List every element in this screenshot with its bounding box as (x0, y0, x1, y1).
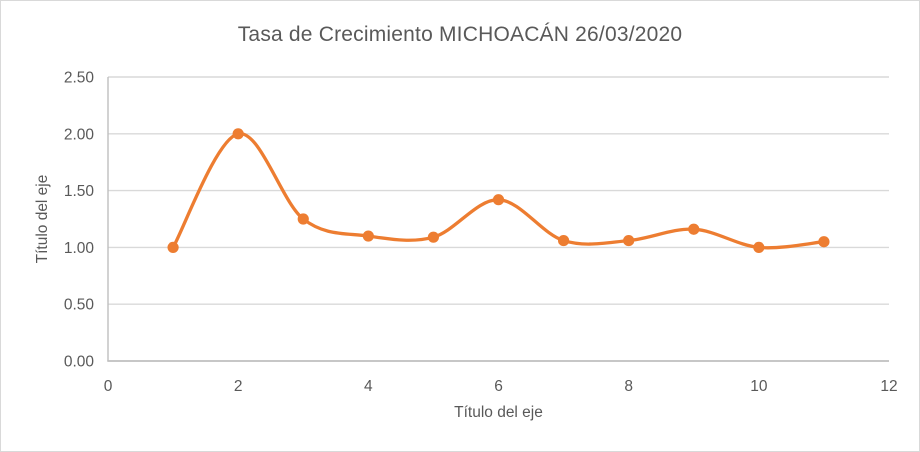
data-point-marker (232, 128, 244, 140)
data-point-marker (557, 234, 570, 247)
data-point-marker (427, 231, 440, 243)
x-tick-label: 6 (494, 378, 503, 395)
chart-title: Tasa de Crecimiento MICHOACÁN 26/03/2020 (237, 23, 683, 46)
data-point-marker (753, 241, 765, 253)
y-tick-label: 2.00 (64, 126, 95, 143)
x-tick-label: 2 (234, 378, 243, 395)
data-point-marker (492, 194, 505, 206)
x-tick-label: 10 (750, 378, 768, 395)
y-tick-label: 1.50 (64, 183, 95, 200)
y-tick-label: 1.00 (64, 240, 95, 257)
data-point-marker (167, 241, 179, 253)
data-point-marker (623, 234, 635, 247)
series-line (171, 132, 826, 250)
x-tick-label: 12 (880, 378, 897, 395)
x-tick-label: 4 (364, 378, 373, 395)
x-tick-label: 8 (624, 378, 633, 395)
data-point-marker (362, 230, 374, 242)
y-axis-title: Título del eje (34, 174, 51, 264)
y-tick-label: 0.00 (64, 354, 95, 371)
x-axis-title: Título del eje (454, 404, 543, 421)
y-tick-label: 2.50 (64, 70, 95, 87)
y-tick-label: 0.50 (64, 297, 95, 314)
data-point-marker (688, 223, 700, 235)
x-tick-label: 0 (104, 378, 113, 395)
data-point-marker (818, 236, 830, 248)
data-point-marker (297, 213, 309, 225)
